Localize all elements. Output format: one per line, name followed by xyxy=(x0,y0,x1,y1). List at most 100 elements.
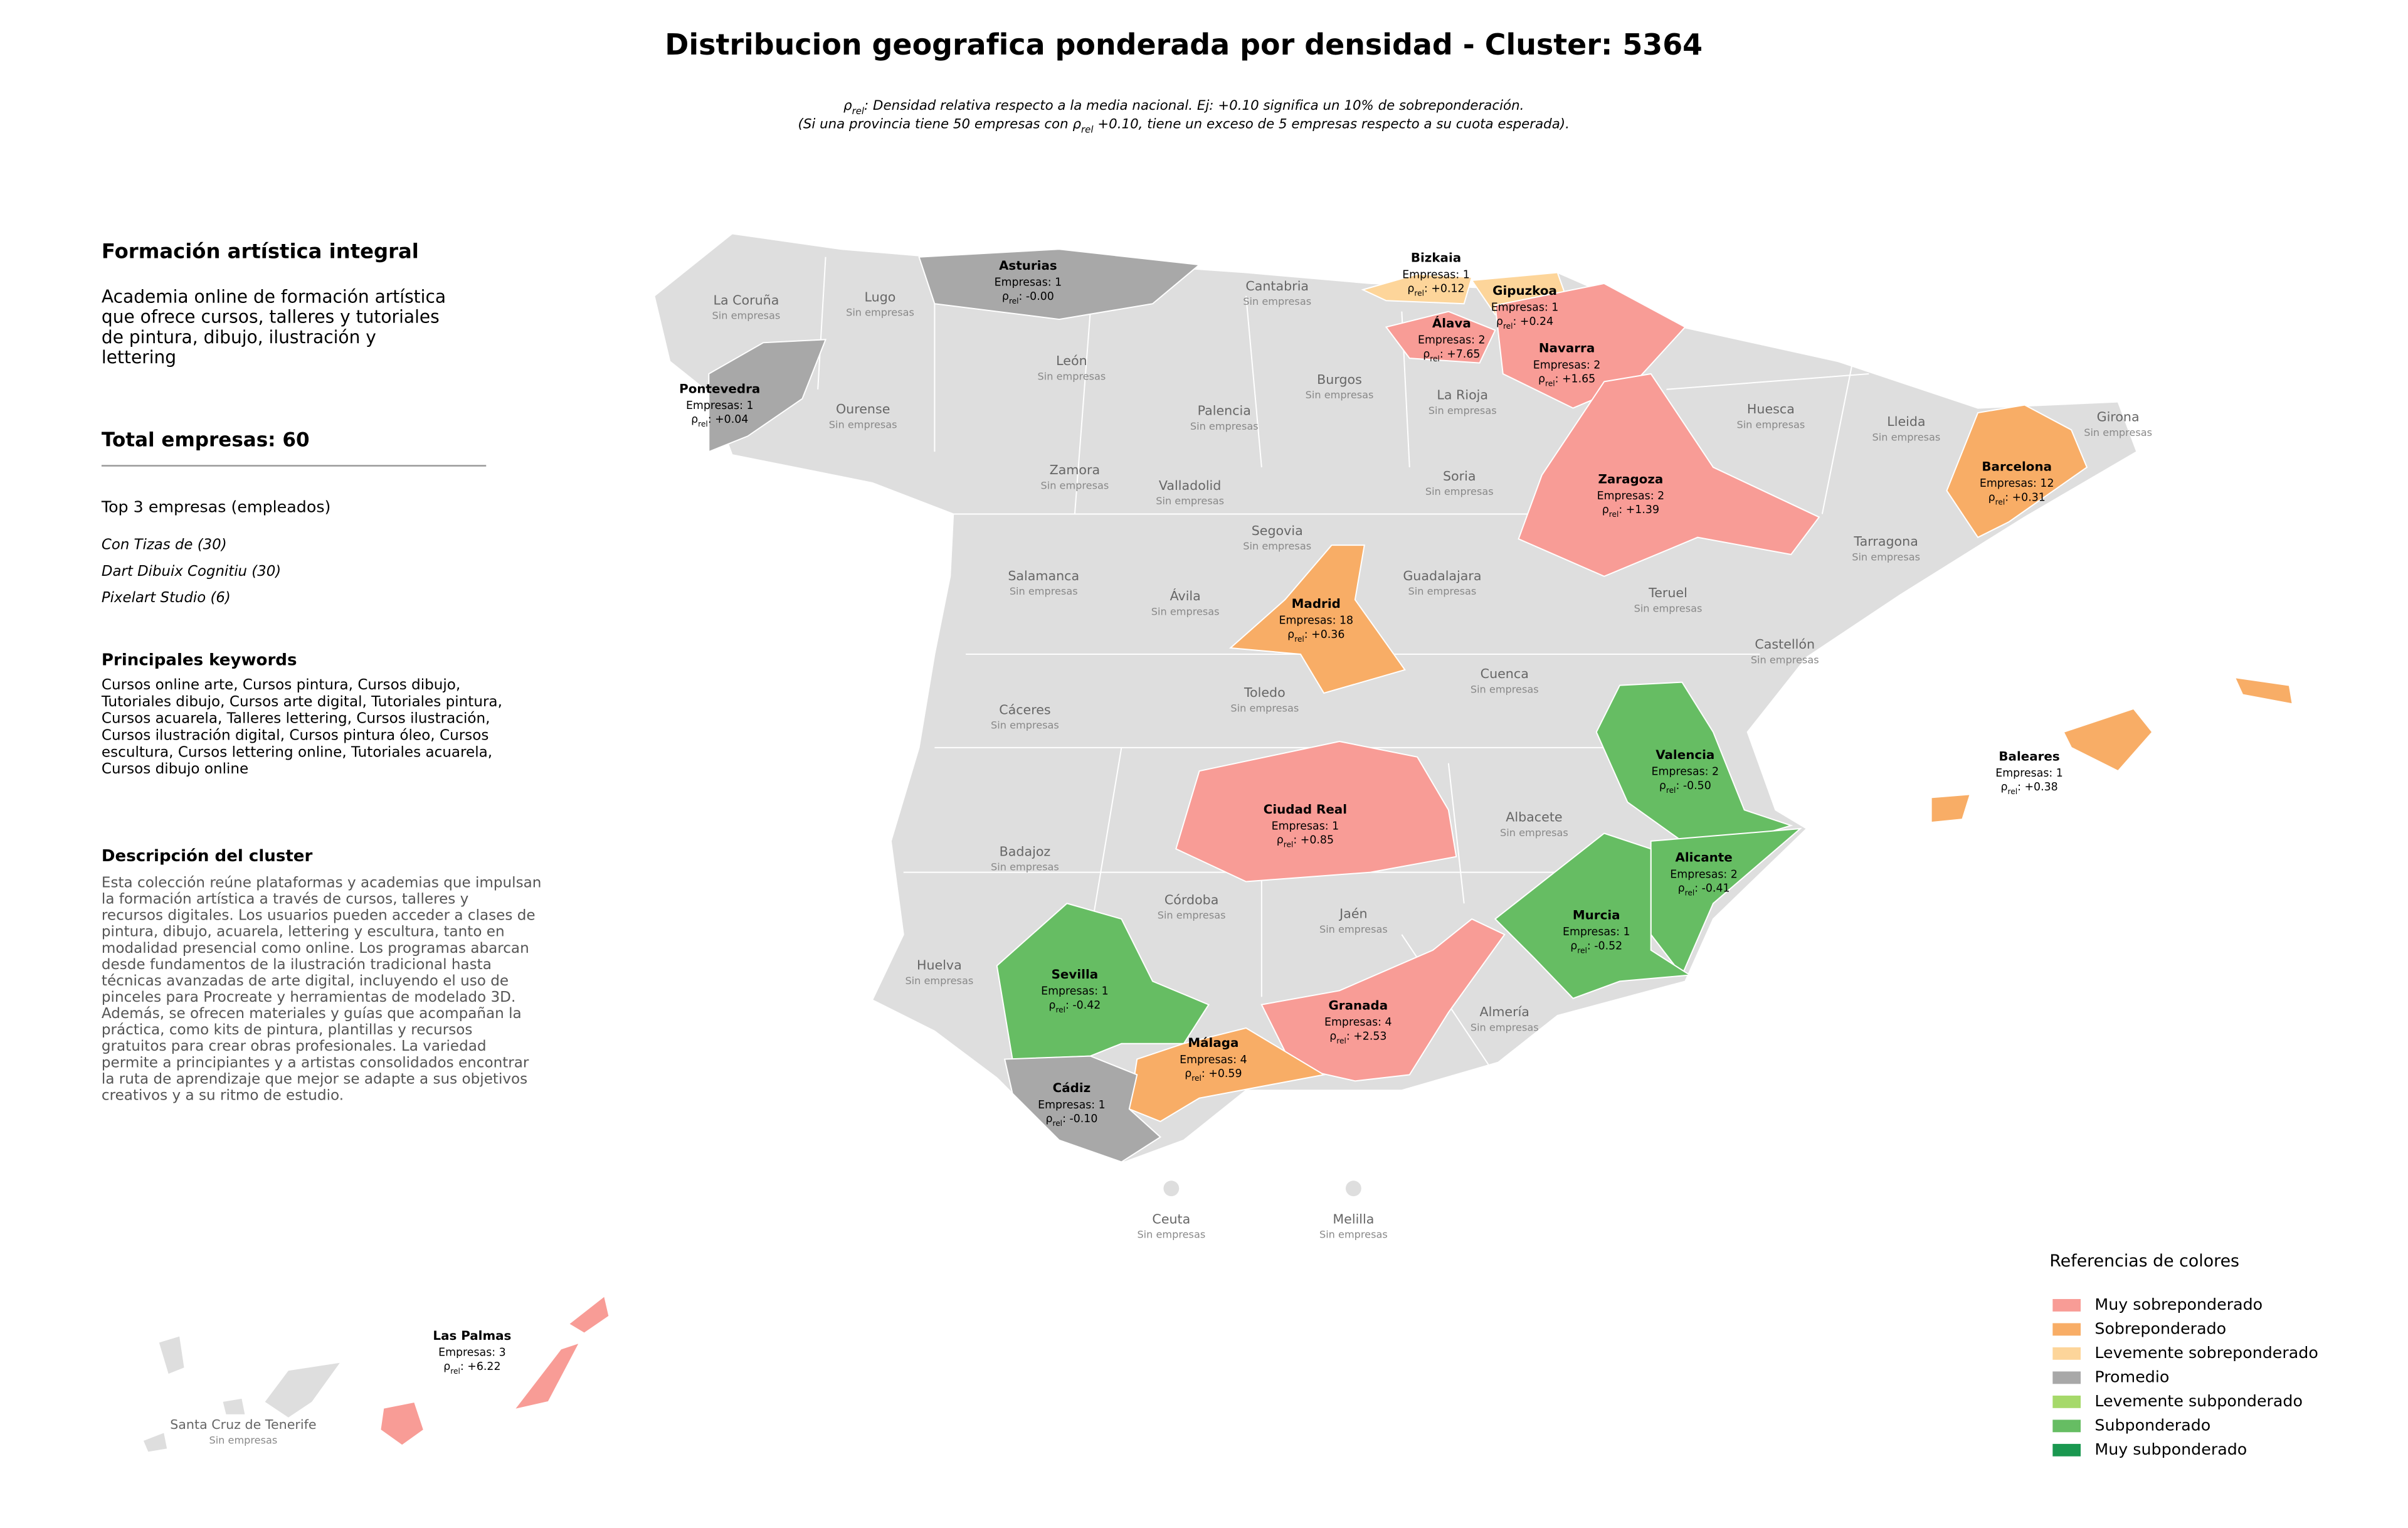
empty-province-name: Melilla xyxy=(1333,1211,1374,1226)
province-density-part: : -0.41 xyxy=(1694,883,1729,895)
keywords-line: Cursos ilustración digital, Cursos pintu… xyxy=(102,728,488,744)
province-shape xyxy=(379,1401,425,1446)
empty-province-note: Sin empresas xyxy=(1736,418,1805,430)
empty-province-note: Sin empresas xyxy=(1243,540,1311,552)
province-shape xyxy=(512,1341,581,1411)
empty-province-note: Sin empresas xyxy=(991,719,1059,731)
cluster-description: pinceles para Procreate y herramientas d… xyxy=(102,989,515,1005)
province-density: ρrel: +0.24 xyxy=(1496,316,1553,330)
province-name: Baleares xyxy=(1999,749,2059,763)
legend-swatch xyxy=(2052,1419,2081,1433)
ceuta-shape xyxy=(1163,1180,1180,1197)
empty-province-note: Sin empresas xyxy=(846,307,914,319)
cluster-description: la formación artística a través de curso… xyxy=(102,891,468,908)
province-shape xyxy=(2234,676,2293,705)
province-density-part: ρ xyxy=(1185,1068,1191,1080)
province-companies: Empresas: 1 xyxy=(1041,985,1109,998)
empty-province-note: Sin empresas xyxy=(1471,684,1539,696)
empty-province-name: Valladolid xyxy=(1159,478,1221,493)
title: Distribucion geografica ponderada por de… xyxy=(665,28,1703,61)
empty-province-name: Ávila xyxy=(1170,588,1201,603)
province-density-part: : +0.38 xyxy=(2017,781,2058,793)
province-companies: Empresas: 1 xyxy=(1272,820,1339,832)
province-density-sub: rel xyxy=(1609,510,1619,519)
province-density-sub: rel xyxy=(2007,787,2017,796)
province-density-part: : -0.00 xyxy=(1019,290,1054,303)
empty-province-note: Sin empresas xyxy=(1156,495,1224,507)
empty-province-note: Sin empresas xyxy=(1010,585,1078,597)
empty-province-name: Ourense xyxy=(836,401,890,416)
legend-swatch xyxy=(2052,1323,2081,1336)
empty-province-name: Badajoz xyxy=(1000,844,1051,859)
province-name: Zaragoza xyxy=(1598,472,1663,486)
empty-province-name: Tarragona xyxy=(1853,534,1918,549)
province-name: Barcelona xyxy=(1982,459,2052,474)
province-shape xyxy=(1518,373,1820,577)
province-density-part: : +0.31 xyxy=(2005,491,2046,504)
province-shape xyxy=(1175,740,1457,883)
subtitle-part: +0.10, tiene un exceso de 5 empresas res… xyxy=(1093,117,1569,132)
subtitle: (Si una provincia tiene 50 empresas con … xyxy=(798,117,1570,135)
province-density: ρrel: +0.85 xyxy=(1277,834,1334,849)
empty-province-name: Almería xyxy=(1480,1004,1529,1019)
panel-description: que ofrece cursos, talleres y tutoriales xyxy=(102,307,440,327)
panel-heading: Formación artística integral xyxy=(102,239,419,263)
province-name: Murcia xyxy=(1573,908,1620,923)
province-name: Navarra xyxy=(1539,341,1595,356)
empty-province-name: Santa Cruz de Tenerife xyxy=(170,1417,316,1432)
province-density-sub: rel xyxy=(1545,379,1555,388)
empty-province-name: Cáceres xyxy=(999,702,1050,717)
province-companies: Empresas: 1 xyxy=(1995,767,2063,780)
legend-label: Muy sobreponderado xyxy=(2094,1295,2263,1313)
top-company: Dart Dibuix Cognitiu (30) xyxy=(102,563,281,580)
province-density-sub: rel xyxy=(450,1366,460,1375)
province-name: Sevilla xyxy=(1052,967,1099,982)
province-companies: Empresas: 2 xyxy=(1670,868,1738,881)
subtitle-part: (Si una provincia tiene 50 empresas con xyxy=(798,117,1073,132)
province-density-sub: rel xyxy=(1685,888,1695,897)
legend-swatch xyxy=(2052,1347,2081,1360)
empty-province-note: Sin empresas xyxy=(2084,427,2152,438)
empty-province-name: Segovia xyxy=(1252,523,1303,538)
empty-province-name: Zamora xyxy=(1050,462,1101,477)
empty-province-name: Lleida xyxy=(1887,414,1925,429)
cluster-heading: Descripción del cluster xyxy=(102,847,313,866)
province-density: ρrel: +0.31 xyxy=(1988,491,2046,506)
province-companies: Empresas: 1 xyxy=(995,277,1062,289)
province-density: ρrel: -0.41 xyxy=(1678,883,1730,898)
province-shape xyxy=(1930,793,1972,824)
province-density: ρrel: +0.59 xyxy=(1185,1068,1242,1083)
empty-province-name: Ceuta xyxy=(1152,1211,1190,1226)
cluster-description: pintura, dibujo, acuarela, lettering y e… xyxy=(102,924,505,940)
province-density-part: ρ xyxy=(1496,316,1503,328)
province-shape xyxy=(1260,918,1506,1082)
keywords-line: Tutoriales dibujo, Cursos arte digital, … xyxy=(101,694,502,710)
province-density-sub: rel xyxy=(1414,289,1424,297)
province-companies: Empresas: 2 xyxy=(1418,334,1486,347)
province-shape xyxy=(708,339,827,453)
province-density-part: ρ xyxy=(1048,999,1055,1012)
empty-province-name: Lugo xyxy=(865,289,896,304)
empty-province-name: Cantabria xyxy=(1245,279,1309,294)
province-density-part: ρ xyxy=(1570,940,1577,953)
province-companies: Empresas: 1 xyxy=(1038,1099,1106,1112)
empty-province-note: Sin empresas xyxy=(1190,420,1259,432)
province-density-part: : +1.65 xyxy=(1555,373,1596,386)
empty-province-note: Sin empresas xyxy=(1852,551,1920,563)
province-shape xyxy=(1128,1027,1326,1122)
province-density: ρrel: +1.65 xyxy=(1538,373,1595,388)
province-density-part: : +0.24 xyxy=(1513,316,1554,328)
province-density: ρrel: +7.65 xyxy=(1423,348,1480,363)
province-companies: Empresas: 1 xyxy=(686,400,754,412)
empty-province-note: Sin empresas xyxy=(712,310,781,322)
province-name: Granada xyxy=(1329,999,1388,1013)
empty-province-name: Jaén xyxy=(1338,906,1367,921)
empty-province-note: Sin empresas xyxy=(1500,827,1568,839)
province-density-part: ρ xyxy=(1045,1113,1052,1125)
empty-province-name: Burgos xyxy=(1317,372,1362,387)
province-density-part: : +0.85 xyxy=(1293,834,1334,847)
province-shape xyxy=(918,248,1201,321)
province-density-part: ρ xyxy=(1407,283,1414,295)
